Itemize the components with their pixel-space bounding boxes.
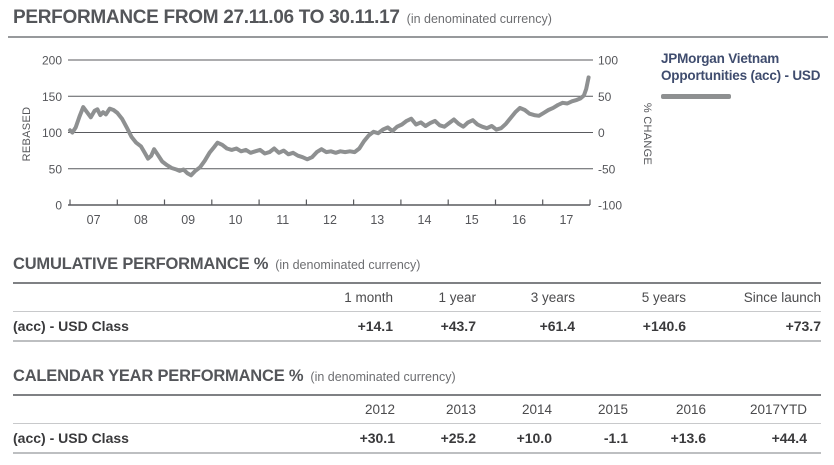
column-header-sincelaunch: Since launch (743, 290, 821, 305)
left-tick-50: 50 (49, 162, 63, 176)
value-cell: -1.1 (603, 430, 628, 446)
left-tick-0: 0 (55, 199, 62, 213)
x-label-17: 17 (559, 213, 573, 227)
value-cell: +30.1 (359, 430, 395, 446)
column-header-2012: 2012 (364, 402, 395, 417)
legend-series-label: JPMorgan Vietnam Opportunities (acc) - U… (661, 51, 821, 83)
right-tick-neg100: -100 (598, 199, 622, 213)
table-row: (acc) - USD Class +14.1 +43.7 +61.4 +140… (13, 312, 821, 342)
column-header-5years: 5 years (641, 290, 686, 305)
title-divider (8, 36, 828, 38)
calendar-heading-note: (in denominated currency) (310, 370, 456, 384)
calendar-heading: CALENDAR YEAR PERFORMANCE % (13, 367, 304, 385)
value-cell: +140.6 (642, 318, 686, 334)
x-label-15: 15 (465, 213, 479, 227)
x-label-16: 16 (512, 213, 526, 227)
cumulative-table: 1 month 1 year 3 years 5 years Since lau… (13, 282, 821, 342)
column-header-1year: 1 year (438, 290, 476, 305)
column-header-2013: 2013 (445, 402, 476, 417)
right-axis-title: % CHANGE (641, 103, 653, 165)
right-tick-0: 0 (598, 126, 605, 140)
legend-line-swatch (661, 94, 731, 99)
column-header-2016: 2016 (675, 402, 706, 417)
x-label-14: 14 (418, 213, 432, 227)
chart-legend: JPMorgan Vietnam Opportunities (acc) - U… (661, 50, 833, 99)
gridlines (68, 59, 593, 170)
right-tick-neg50: -50 (598, 162, 616, 176)
page-title-row: PERFORMANCE FROM 27.11.06 TO 30.11.17 (i… (13, 7, 552, 29)
x-label-12: 12 (323, 213, 337, 227)
share-class-label: (acc) - USD Class (13, 430, 129, 446)
value-cell: +25.2 (440, 430, 476, 446)
value-cell: +43.7 (440, 318, 476, 334)
left-axis-tick-labels: 200 150 100 50 0 (42, 54, 62, 213)
right-tick-100: 100 (598, 54, 618, 68)
column-header-2017ytd: 2017YTD (749, 402, 807, 417)
calendar-heading-row: CALENDAR YEAR PERFORMANCE % (in denomina… (13, 367, 456, 386)
share-class-label: (acc) - USD Class (13, 318, 129, 334)
x-label-07: 07 (87, 213, 101, 227)
left-tick-200: 200 (42, 54, 62, 68)
right-tick-50: 50 (598, 90, 612, 104)
value-cell: +61.4 (539, 318, 575, 334)
page-title: PERFORMANCE FROM 27.11.06 TO 30.11.17 (13, 7, 400, 28)
performance-line (68, 75, 591, 178)
performance-chart: 200 150 100 50 0 100 50 0 -50 -100 07 08… (21, 54, 653, 228)
x-label-08: 08 (134, 213, 148, 227)
cumulative-header-row: 1 month 1 year 3 years 5 years Since lau… (13, 284, 821, 312)
cumulative-heading-note: (in denominated currency) (275, 258, 421, 272)
calendar-table: 2012 2013 2014 2015 2016 2017YTD (acc) -… (13, 394, 821, 454)
cumulative-heading: CUMULATIVE PERFORMANCE % (13, 255, 269, 273)
column-header-1month: 1 month (344, 290, 393, 305)
value-cell: +14.1 (357, 318, 393, 334)
value-cell: +73.7 (785, 318, 821, 334)
left-axis-title: REBASED (21, 107, 33, 162)
column-header-3years: 3 years (530, 290, 575, 305)
x-label-10: 10 (229, 213, 243, 227)
calendar-header-row: 2012 2013 2014 2015 2016 2017YTD (13, 396, 821, 424)
page-title-note: (in denominated currency) (406, 12, 552, 26)
x-tick-marks (69, 199, 591, 205)
cumulative-heading-row: CUMULATIVE PERFORMANCE % (in denominated… (13, 255, 420, 274)
column-header-2015: 2015 (597, 402, 628, 417)
right-axis-tick-labels: 100 50 0 -50 -100 (598, 54, 622, 213)
x-label-13: 13 (370, 213, 384, 227)
x-label-09: 09 (181, 213, 195, 227)
table-row: (acc) - USD Class +30.1 +25.2 +10.0 -1.1… (13, 424, 821, 454)
left-tick-100: 100 (42, 126, 62, 140)
column-header-2014: 2014 (521, 402, 552, 417)
x-label-11: 11 (276, 213, 289, 227)
x-axis-labels: 07 08 09 10 11 12 13 14 15 16 17 (87, 213, 574, 227)
value-cell: +10.0 (516, 430, 552, 446)
left-tick-150: 150 (42, 90, 62, 104)
value-cell: +44.4 (771, 430, 807, 446)
value-cell: +13.6 (670, 430, 706, 446)
